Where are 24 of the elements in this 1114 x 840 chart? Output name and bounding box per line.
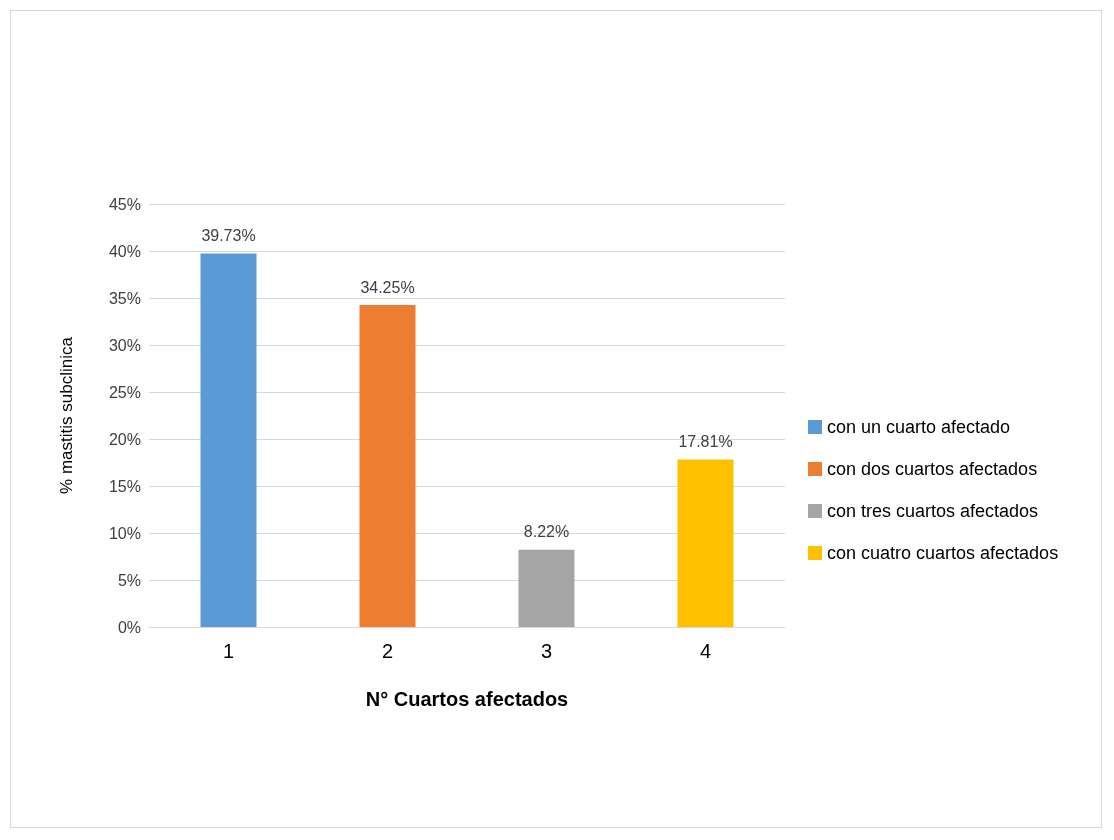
y-tick-label: 25% xyxy=(108,383,141,401)
y-axis-title: % mastitis subclinica xyxy=(57,336,76,494)
y-tick-label: 0% xyxy=(117,618,141,636)
y-tick-label: 45% xyxy=(108,195,141,213)
legend-label: con dos cuartos afectados xyxy=(827,459,1038,479)
x-tick-label: 3 xyxy=(540,640,553,662)
x-axis-title: N° Cuartos afectados xyxy=(365,688,569,710)
x-tick-label: 1 xyxy=(222,640,235,662)
data-label: 39.73% xyxy=(201,227,256,245)
legend-label: con un cuarto afectado xyxy=(827,417,1011,437)
legend-label: con cuatro cuartos afectados xyxy=(827,543,1059,563)
y-tick-label: 20% xyxy=(108,430,141,448)
legend-label: con tres cuartos afectados xyxy=(827,501,1039,521)
data-label: 34.25% xyxy=(360,278,415,296)
y-tick-label: 5% xyxy=(117,571,141,589)
y-tick-label: 40% xyxy=(108,242,141,260)
data-label: 17.81% xyxy=(678,433,733,451)
y-tick-label: 30% xyxy=(108,336,141,354)
y-tick-label: 15% xyxy=(108,477,141,495)
x-tick-label: 4 xyxy=(699,640,712,662)
y-tick-label: 10% xyxy=(108,524,141,542)
y-tick-label: 35% xyxy=(108,289,141,307)
data-label: 8.22% xyxy=(523,523,570,541)
x-tick-label: 2 xyxy=(381,640,394,662)
